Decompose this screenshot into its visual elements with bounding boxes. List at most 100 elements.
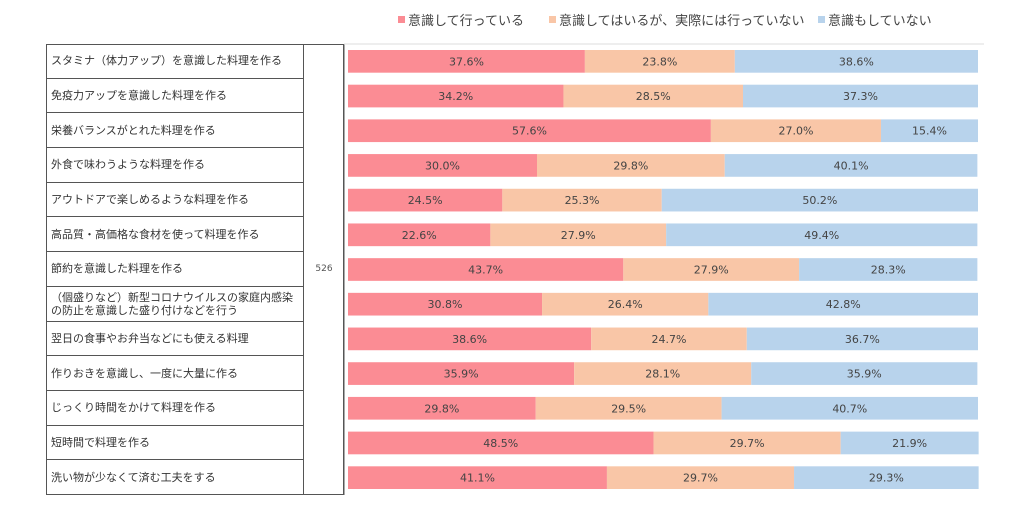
- bar-value-label: 40.1%: [834, 159, 869, 172]
- bar-segment: [348, 50, 585, 73]
- bar-segment: [348, 327, 592, 351]
- row-label: じっくり時間をかけて料理を作る: [47, 391, 303, 426]
- bar-segment: [661, 188, 978, 212]
- bar-segment: [880, 119, 978, 143]
- bar-value-label: 25.3%: [565, 194, 600, 207]
- bar-value-label: 27.9%: [694, 264, 729, 277]
- legend-swatch: [818, 16, 825, 23]
- row-label: 翌日の食事やお弁当などにも使える料理: [47, 322, 303, 357]
- bar-segment: [502, 188, 662, 212]
- bar-segment: [710, 119, 881, 143]
- bar-segment: [348, 119, 711, 143]
- bar-segment: [537, 154, 725, 177]
- bar-value-label: 29.7%: [683, 472, 718, 485]
- bar-value-label: 29.8%: [613, 159, 648, 172]
- bar-value-label: 50.2%: [802, 194, 837, 207]
- bar-value-label: 37.3%: [843, 90, 878, 103]
- bar-segment: [591, 327, 747, 351]
- bar-value-label: 30.8%: [428, 298, 463, 311]
- bar-segment: [348, 84, 564, 108]
- row-label: 節約を意識した料理を作る: [47, 252, 303, 287]
- row-label: 洗い物が少なくて済む工夫をする: [47, 460, 303, 495]
- bar-segment: [348, 362, 575, 385]
- legend-swatch: [398, 16, 405, 23]
- row-label: 作りおきを意識し、一度に大量に作る: [47, 356, 303, 391]
- bar-value-label: 38.6%: [839, 55, 874, 68]
- bar-segment: [734, 50, 978, 73]
- bar-value-label: 34.2%: [438, 90, 473, 103]
- bar-value-label: 28.3%: [871, 264, 906, 277]
- sample-size-label: 526: [315, 263, 333, 274]
- bar-value-label: 30.0%: [425, 159, 460, 172]
- bar-segment: [535, 396, 722, 420]
- legend-item: 意識してはいるが、実際には行っていない: [549, 10, 804, 29]
- bar-segment: [348, 466, 607, 489]
- bar-value-label: 40.7%: [832, 402, 867, 415]
- bar-value-label: 41.1%: [460, 472, 495, 485]
- bar-segment: [348, 223, 491, 247]
- bar-value-label: 35.9%: [444, 368, 479, 381]
- bar-value-label: 23.8%: [642, 55, 677, 68]
- bar-value-label: 35.9%: [847, 368, 882, 381]
- row-label: 短時間で料理を作る: [47, 426, 303, 461]
- row-label: アウトドアで楽しめるような料理を作る: [47, 183, 303, 218]
- bar-segment: [542, 292, 709, 316]
- legend-item: 意識して行っている: [398, 10, 524, 29]
- bar-segment: [348, 431, 654, 455]
- legend-label: 意識もしていない: [828, 14, 932, 29]
- bar-value-label: 26.4%: [608, 298, 643, 311]
- bar-segment: [721, 396, 978, 420]
- row-label: 免疫力アップを意識した料理を作る: [47, 79, 303, 114]
- bar-segment: [348, 292, 543, 316]
- chart-legend: 意識して行っている 意識してはいるが、実際には行っていない 意識もしていない: [0, 10, 1024, 34]
- legend-label: 意識してはいるが、実際には行っていない: [559, 14, 805, 29]
- bar-segment: [348, 396, 536, 420]
- bar-segment: [708, 292, 978, 316]
- legend-swatch: [549, 16, 556, 23]
- bar-segment: [574, 362, 752, 385]
- bar-segment: [743, 84, 978, 108]
- bar-value-label: 29.7%: [730, 437, 765, 450]
- bar-value-label: 48.5%: [483, 437, 518, 450]
- bar-segment: [751, 362, 978, 385]
- bar-segment: [348, 154, 537, 177]
- bar-segment: [490, 223, 667, 247]
- row-label: 栄養バランスがとれた料理を作る: [47, 113, 303, 149]
- row-labels: スタミナ（体力アップ）を意識した料理を作る 免疫力アップを意識した料理を作る 栄養バ…: [46, 44, 304, 495]
- bar-value-label: 15.4%: [912, 125, 947, 138]
- bar-value-label: 27.9%: [561, 229, 596, 242]
- bar-segment: [584, 50, 735, 73]
- bar-value-label: 29.5%: [611, 402, 646, 415]
- bar-segment: [623, 258, 800, 281]
- row-label: （個盛りなど）新型コロナウイルスの家庭内感染の防止を意識した盛り付けなどを行う: [47, 287, 303, 322]
- bar-value-label: 27.0%: [778, 125, 813, 138]
- bar-value-label: 28.1%: [645, 368, 680, 381]
- row-label: 外食で味わうような料理を作る: [47, 148, 303, 183]
- bar-segment: [653, 431, 841, 455]
- bar-value-label: 24.7%: [652, 333, 687, 346]
- bar-value-label: 36.7%: [845, 333, 880, 346]
- row-label: スタミナ（体力アップ）を意識した料理を作る: [47, 44, 303, 79]
- bar-value-label: 38.6%: [452, 333, 487, 346]
- bar-value-label: 21.9%: [892, 437, 927, 450]
- bar-segment: [606, 466, 795, 489]
- bar-value-label: 57.6%: [512, 125, 547, 138]
- bar-segment: [666, 223, 978, 247]
- bar-segment: [794, 466, 979, 489]
- bar-segment: [348, 258, 624, 281]
- bar-value-label: 42.8%: [826, 298, 861, 311]
- bar-value-label: 24.5%: [408, 194, 443, 207]
- bar-segment: [724, 154, 978, 177]
- bar-segment: [746, 327, 978, 351]
- bar-segment: [799, 258, 978, 281]
- bar-value-label: 37.6%: [449, 55, 484, 68]
- bar-value-label: 29.3%: [869, 472, 904, 485]
- bar-value-label: 49.4%: [804, 229, 839, 242]
- bar-value-label: 22.6%: [402, 229, 437, 242]
- bar-value-label: 29.8%: [424, 402, 459, 415]
- legend-label: 意識して行っている: [408, 14, 524, 29]
- bar-value-label: 28.5%: [636, 90, 671, 103]
- row-label: 高品質・高価格な食材を使って料理を作る: [47, 217, 303, 253]
- bar-segment: [348, 188, 503, 212]
